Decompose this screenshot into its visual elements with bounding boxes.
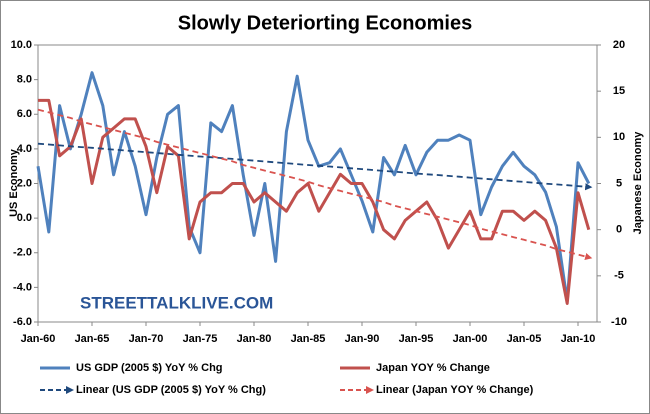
x-tick-label: Jan-85 — [291, 333, 326, 345]
y-tick-label: -2.0 — [13, 247, 32, 259]
y-tick-label: 6.0 — [17, 108, 32, 120]
x-tick-label: Jan-65 — [75, 333, 110, 345]
y2-tick-label: 10 — [613, 131, 625, 143]
x-tick-label: Jan-80 — [237, 333, 272, 345]
chart-title: Slowly Deteriorting Economies — [178, 12, 473, 34]
y-tick-label: -6.0 — [13, 316, 32, 328]
trend-line — [37, 108, 593, 260]
series-line — [38, 98, 591, 305]
x-tick-label: Jan-70 — [129, 333, 164, 345]
y2-axis-title: Japanese Economy — [632, 131, 644, 235]
x-tick-label: Jan-60 — [21, 333, 56, 345]
y2-tick-label: 5 — [616, 177, 622, 189]
x-tick-label: Jan-10 — [561, 333, 596, 345]
legend-label: Linear (US GDP (2005 $) YoY % Chg) — [76, 384, 266, 396]
y-tick-label: 8.0 — [17, 74, 32, 86]
watermark: STREETTALKLIVE.COM — [80, 293, 273, 312]
x-tick-label: Jan-00 — [453, 333, 488, 345]
y2-tick-label: 0 — [616, 224, 622, 236]
y-tick-label: 4.0 — [17, 143, 32, 155]
y-tick-label: -4.0 — [13, 281, 32, 293]
y-tick-label: 10.0 — [11, 39, 32, 51]
y2-tick-label: 20 — [613, 39, 625, 51]
y-tick-label: 2.0 — [17, 177, 32, 189]
series-line — [36, 71, 591, 303]
y2-tick-label: 15 — [613, 85, 625, 97]
legend-label: Linear (Japan YOY % Change) — [376, 384, 534, 396]
y2-tick-label: -5 — [614, 270, 624, 282]
trend-line — [37, 142, 593, 191]
y-axis-title: US Economy — [8, 148, 20, 217]
x-tick-label: Jan-95 — [399, 333, 434, 345]
y2-tick-label: -10 — [611, 316, 627, 328]
x-tick-label: Jan-90 — [345, 333, 380, 345]
y-tick-label: 0.0 — [17, 212, 32, 224]
legend-label: Japan YOY % Change — [376, 362, 490, 374]
legend-label: US GDP (2005 $) YoY % Chg — [76, 362, 223, 374]
x-tick-label: Jan-05 — [507, 333, 542, 345]
x-tick-label: Jan-75 — [183, 333, 218, 345]
